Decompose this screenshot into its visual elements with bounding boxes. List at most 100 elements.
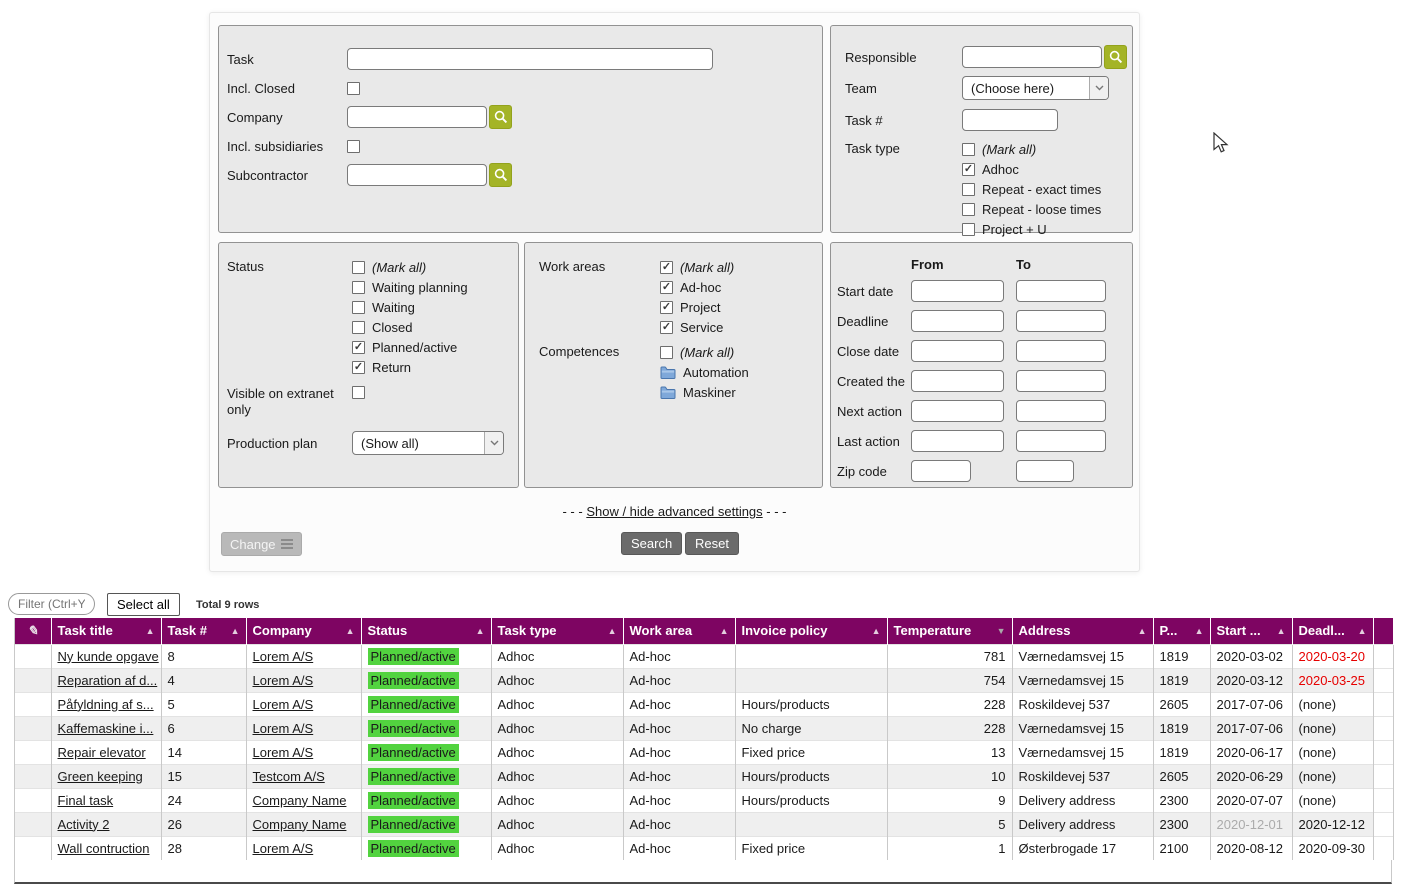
next-action-from-input[interactable]	[911, 400, 1004, 422]
production-plan-select[interactable]: (Show all)	[352, 431, 504, 455]
subcontractor-search-button[interactable]	[489, 163, 512, 187]
column-header-work-area[interactable]: Work area ▲	[623, 618, 736, 644]
column-header-task-title[interactable]: Task title ▲	[51, 618, 162, 644]
company-link[interactable]: Testcom A/S	[252, 768, 325, 784]
status-closed-checkbox[interactable]	[352, 320, 365, 334]
company-link[interactable]: Lorem A/S	[252, 672, 314, 688]
task-input[interactable]	[347, 48, 713, 70]
created-the-from-input[interactable]	[911, 370, 1004, 392]
column-header-p[interactable]: P... ▲	[1153, 618, 1211, 644]
status-planned-active-checkbox[interactable]	[352, 340, 365, 354]
task-title-link[interactable]: Green keeping	[57, 768, 143, 784]
incl-closed-checkbox[interactable]	[347, 81, 360, 95]
last-action-from-input[interactable]	[911, 430, 1004, 452]
company-input[interactable]	[347, 106, 487, 128]
zip-code-to-input[interactable]	[1016, 460, 1074, 482]
status-waiting-planning-checkbox[interactable]	[352, 280, 365, 294]
task-type-mark-all-checkbox[interactable]	[962, 142, 975, 156]
status-return-checkbox[interactable]	[352, 360, 365, 374]
status-waiting-checkbox[interactable]	[352, 300, 365, 314]
task-title-link[interactable]: Reparation af d...	[57, 672, 158, 688]
reset-button[interactable]: Reset	[685, 532, 739, 555]
table-row: Wall contruction 28 Lorem A/S Planned/activ…	[15, 835, 1394, 860]
task-title-link[interactable]: Activity 2	[57, 816, 110, 832]
close-date-from-input[interactable]	[911, 340, 1004, 362]
task-number-input[interactable]	[962, 109, 1058, 131]
company-link[interactable]: Company Name	[252, 816, 347, 832]
deadline-from-input[interactable]	[911, 310, 1004, 332]
task-title-link[interactable]: Wall contruction	[57, 840, 150, 856]
team-label: Team	[845, 80, 877, 96]
column-header-label: Start ...	[1216, 623, 1261, 639]
task-type-project-u-checkbox[interactable]	[962, 222, 975, 236]
cell-address: Værnedamsvej 15	[1012, 643, 1154, 668]
task-title-link[interactable]: Repair elevator	[57, 744, 146, 760]
company-link[interactable]: Lorem A/S	[252, 720, 314, 736]
work-area-options: (Mark all) Ad-hoc Project Service	[660, 257, 734, 337]
company-search-button[interactable]	[489, 105, 512, 129]
cell-work-area: Ad-hoc	[623, 643, 736, 668]
task-title-link[interactable]: Kaffemaskine i...	[57, 720, 154, 736]
task-type-adhoc-checkbox[interactable]	[962, 162, 975, 176]
last-action-to-input[interactable]	[1016, 430, 1106, 452]
task-title-link[interactable]: Final task	[57, 792, 114, 808]
task-type-label: Task type	[845, 141, 900, 156]
start-date-from-input[interactable]	[911, 280, 1004, 302]
column-header-task-no[interactable]: Task # ▲	[161, 618, 247, 644]
status-option-label: Waiting	[372, 299, 415, 315]
competence-option-label: (Mark all)	[680, 344, 735, 360]
column-header-start[interactable]: Start ... ▲	[1210, 618, 1293, 644]
status-mark-all-checkbox[interactable]	[352, 260, 365, 274]
close-date-to-input[interactable]	[1016, 340, 1106, 362]
company-link[interactable]: Lorem A/S	[252, 744, 314, 760]
work-area-ad-hoc-checkbox[interactable]	[660, 280, 673, 294]
column-header-address[interactable]: Address ▲	[1012, 618, 1154, 644]
column-header-company[interactable]: Company ▲	[246, 618, 362, 644]
company-link[interactable]: Lorem A/S	[252, 696, 314, 712]
competence-mark-all-checkbox[interactable]	[660, 345, 673, 359]
column-header-edit[interactable]: ✎	[15, 618, 52, 644]
filter-input[interactable]	[8, 593, 95, 615]
team-select[interactable]: (Choose here)	[962, 76, 1109, 100]
subcontractor-input[interactable]	[347, 164, 487, 186]
select-all-button[interactable]: Select all	[107, 593, 180, 616]
work-area-mark-all-checkbox[interactable]	[660, 260, 673, 274]
column-header-deadline[interactable]: Deadl... ▲	[1292, 618, 1374, 644]
cell-temperature: 5	[887, 811, 1013, 836]
column-header-status[interactable]: Status ▲	[361, 618, 492, 644]
work-area-service-checkbox[interactable]	[660, 320, 673, 334]
company-link[interactable]: Lorem A/S	[252, 840, 314, 856]
table-row: Activity 2 26 Company Name Planned/active Ad…	[15, 811, 1394, 836]
advanced-settings-link[interactable]: Show / hide advanced settings	[586, 504, 763, 519]
work-areas-panel: Work areas (Mark all) Ad-hoc Project Servic…	[524, 242, 823, 488]
task-type-repeat-loose-times-checkbox[interactable]	[962, 202, 975, 216]
company-link[interactable]: Company Name	[252, 792, 347, 808]
incl-subsidiaries-checkbox[interactable]	[347, 139, 360, 153]
column-header-task-type[interactable]: Task type ▲	[491, 618, 624, 644]
visible-extranet-checkbox[interactable]	[352, 386, 365, 399]
deadline-to-input[interactable]	[1016, 310, 1106, 332]
status-badge: Planned/active	[367, 695, 459, 713]
next-action-to-input[interactable]	[1016, 400, 1106, 422]
column-header-temperature[interactable]: Temperature ▼	[887, 618, 1013, 644]
column-header-invoice-policy[interactable]: Invoice policy ▲	[735, 618, 888, 644]
created-the-to-input[interactable]	[1016, 370, 1106, 392]
responsible-input[interactable]	[962, 46, 1102, 68]
zip-code-from-input[interactable]	[911, 460, 971, 482]
work-area-option-label: Project	[680, 299, 721, 315]
search-button[interactable]: Search	[621, 532, 683, 555]
date-row-created-the: Created the	[831, 366, 1132, 396]
from-header: From	[911, 257, 944, 272]
task-title-link[interactable]: Ny kunde opgave	[57, 648, 159, 664]
cell-deadline: (none)	[1292, 763, 1374, 788]
task-type-option-label: Repeat - loose times	[982, 201, 1102, 217]
work-area-project-checkbox[interactable]	[660, 300, 673, 314]
start-date-to-input[interactable]	[1016, 280, 1106, 302]
task-type-repeat-exact-times-checkbox[interactable]	[962, 182, 975, 196]
company-link[interactable]: Lorem A/S	[252, 648, 314, 664]
cell-p: 1819	[1153, 643, 1211, 668]
competence-option-mark-all: (Mark all)	[660, 342, 749, 362]
change-button[interactable]: Change	[221, 532, 302, 556]
task-title-link[interactable]: Påfyldning af s...	[57, 696, 154, 712]
responsible-search-button[interactable]	[1104, 45, 1127, 69]
